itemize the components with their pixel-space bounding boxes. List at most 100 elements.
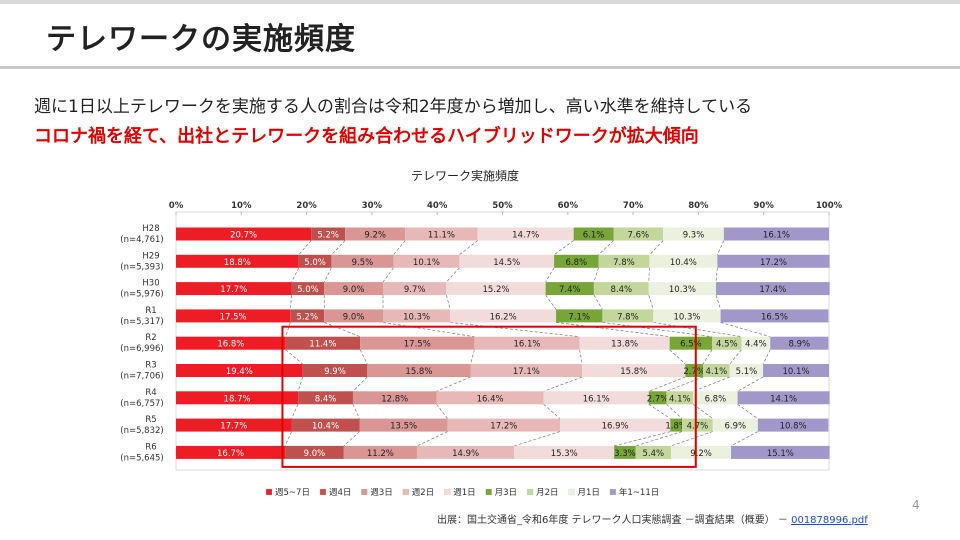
legend-swatch bbox=[568, 488, 575, 496]
bar-value-label: 16.9% bbox=[602, 422, 629, 432]
x-tick-label: 100% bbox=[816, 201, 843, 211]
bar-segment bbox=[682, 418, 713, 432]
series-connector bbox=[289, 295, 292, 310]
bar-value-label: 18.7% bbox=[224, 394, 251, 404]
bar-value-label: 16.7% bbox=[217, 449, 244, 459]
bar-value-label: 4.5% bbox=[716, 340, 738, 350]
bar-value-label: 17.5% bbox=[220, 312, 247, 322]
bar-value-label: 14.1% bbox=[770, 394, 797, 404]
bar-value-label: 12.8% bbox=[381, 394, 408, 404]
series-connector bbox=[593, 267, 599, 283]
legend-swatch bbox=[265, 488, 273, 496]
bar-segment bbox=[737, 391, 830, 405]
category-label: H28 bbox=[142, 224, 159, 234]
bar-segment bbox=[729, 364, 764, 377]
series-connector bbox=[715, 267, 718, 283]
bar-value-label: 15.8% bbox=[620, 367, 647, 377]
bar-value-label: 13.5% bbox=[390, 422, 417, 432]
bar-value-label: 17.4% bbox=[759, 285, 786, 295]
series-connector bbox=[648, 404, 671, 419]
bar-segment bbox=[298, 391, 353, 405]
bar-segment bbox=[648, 282, 717, 296]
legend-label: 週1日 bbox=[453, 488, 475, 498]
series-connector bbox=[324, 322, 361, 338]
bar-segment bbox=[324, 282, 384, 296]
bar-segment bbox=[436, 391, 544, 405]
bar-segment bbox=[635, 445, 671, 459]
bar-value-label: 17.2% bbox=[490, 422, 517, 432]
bar-value-label: 4.4% bbox=[745, 340, 767, 350]
series-connector bbox=[692, 404, 713, 419]
bar-segment bbox=[311, 227, 346, 241]
bar-segment bbox=[670, 418, 683, 432]
bar-value-label: 8.9% bbox=[788, 340, 810, 350]
legend-swatch bbox=[609, 488, 617, 496]
category-sample-size: (n=4,761) bbox=[120, 235, 163, 245]
bar-segment bbox=[383, 282, 447, 296]
bar-value-label: 2.7% bbox=[647, 394, 669, 404]
bar-segment bbox=[176, 282, 292, 296]
series-connector bbox=[556, 322, 670, 338]
series-connector bbox=[553, 240, 574, 256]
series-connector bbox=[284, 431, 292, 447]
category-label: R5 bbox=[145, 415, 156, 425]
bar-segment bbox=[416, 445, 515, 459]
bar-value-label: 4.1% bbox=[706, 367, 728, 377]
subtitle: 週に1日以上テレワークを実施する人の割合は令和2年度から増加し、高い水準を維持し… bbox=[34, 97, 753, 117]
bar-value-label: 17.7% bbox=[220, 285, 247, 295]
legend-swatch bbox=[526, 488, 534, 496]
series-connector bbox=[545, 294, 557, 310]
bar-value-label: 7.4% bbox=[559, 285, 581, 295]
legend-swatch bbox=[361, 488, 368, 496]
series-connector bbox=[359, 349, 368, 365]
bar-value-label: 5.2% bbox=[296, 312, 318, 322]
bar-value-label: 15.8% bbox=[405, 367, 432, 377]
source-text: 出展：国土交通省_令和6年度 テレワーク人口実態調査 －調査結果（概要） － bbox=[437, 515, 788, 526]
bar-value-label: 6.8% bbox=[705, 394, 727, 404]
bar-segment bbox=[176, 418, 292, 432]
bar-value-label: 4.7% bbox=[687, 422, 709, 432]
category-label: R4 bbox=[145, 388, 156, 398]
series-connector bbox=[670, 431, 713, 447]
bar-segment bbox=[176, 391, 299, 405]
bar-segment bbox=[176, 227, 312, 241]
bar-value-label: 9.7% bbox=[404, 285, 426, 295]
bar-segment bbox=[446, 282, 546, 296]
legend-label: 週5~7日 bbox=[275, 488, 310, 498]
bar-value-label: 16.1% bbox=[583, 394, 610, 404]
category-sample-size: (n=7,706) bbox=[120, 372, 163, 382]
series-connector bbox=[729, 349, 742, 365]
series-connector bbox=[666, 404, 683, 419]
title-divider bbox=[0, 66, 960, 69]
bar-value-label: 6.1% bbox=[583, 231, 605, 241]
bar-value-label: 19.4% bbox=[226, 367, 253, 377]
category-sample-size: (n=6,996) bbox=[120, 344, 163, 354]
bar-segment bbox=[176, 254, 299, 268]
bar-segment bbox=[290, 309, 325, 323]
bar-value-label: 14.7% bbox=[512, 231, 539, 241]
legend-swatch bbox=[319, 488, 327, 496]
top-bar bbox=[0, 0, 960, 4]
bar-value-label: 5.4% bbox=[643, 449, 665, 459]
bar-value-label: 6.5% bbox=[680, 340, 702, 350]
bar-value-label: 17.2% bbox=[760, 258, 787, 268]
series-connector bbox=[702, 349, 713, 365]
bar-segment bbox=[763, 364, 829, 377]
bar-segment bbox=[573, 227, 614, 241]
series-connector bbox=[543, 376, 583, 392]
bar-segment bbox=[360, 336, 475, 350]
bar-value-label: 16.8% bbox=[217, 340, 244, 350]
series-connector bbox=[297, 376, 304, 392]
source-link[interactable]: 001878996.pdf bbox=[791, 515, 868, 526]
bar-segment bbox=[176, 309, 291, 323]
series-connector bbox=[291, 404, 299, 419]
bar-segment bbox=[717, 254, 830, 268]
bar-value-label: 18.8% bbox=[224, 258, 251, 268]
bar-segment bbox=[291, 282, 325, 296]
bar-value-label: 14.5% bbox=[493, 258, 520, 268]
bar-segment bbox=[298, 254, 332, 268]
legend-swatch bbox=[402, 488, 409, 496]
x-tick-label: 40% bbox=[427, 201, 448, 211]
bar-segment bbox=[731, 445, 830, 459]
bar-value-label: 10.3% bbox=[403, 312, 430, 322]
